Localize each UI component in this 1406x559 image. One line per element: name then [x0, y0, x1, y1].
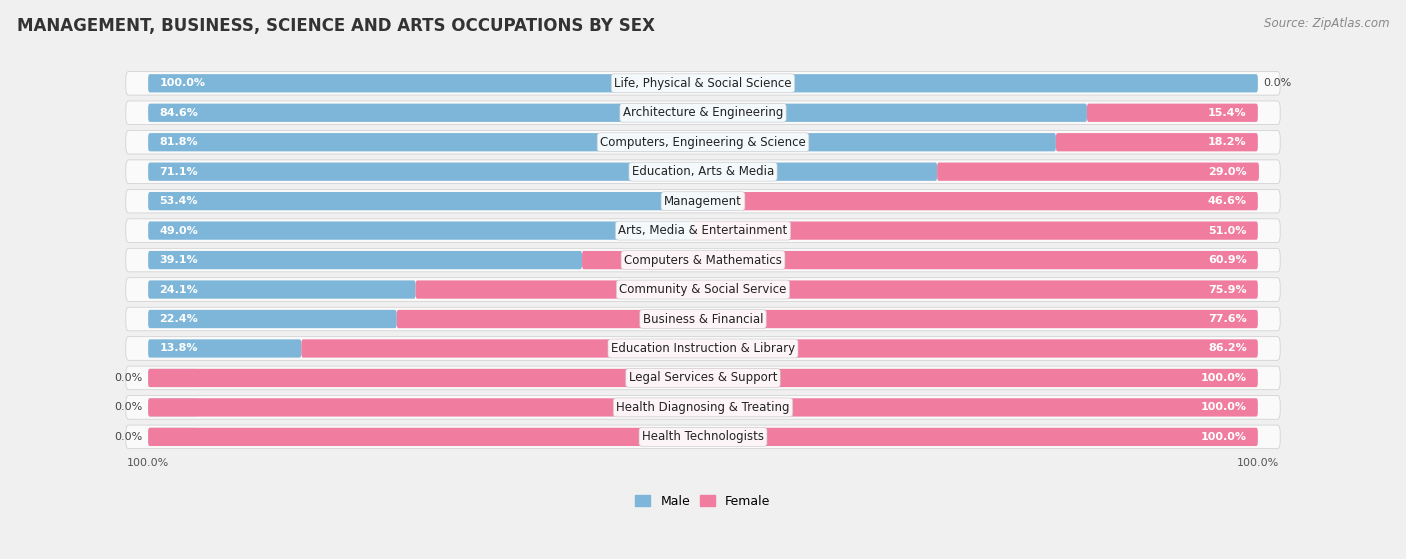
Text: 100.0%: 100.0%: [127, 458, 169, 468]
Text: 18.2%: 18.2%: [1208, 137, 1247, 147]
FancyBboxPatch shape: [127, 425, 1279, 449]
FancyBboxPatch shape: [148, 163, 938, 181]
Text: Business & Financial: Business & Financial: [643, 312, 763, 325]
Text: 77.6%: 77.6%: [1208, 314, 1247, 324]
FancyBboxPatch shape: [127, 396, 1279, 419]
FancyBboxPatch shape: [148, 221, 692, 240]
Text: Arts, Media & Entertainment: Arts, Media & Entertainment: [619, 224, 787, 237]
FancyBboxPatch shape: [148, 74, 1258, 92]
Text: Education, Arts & Media: Education, Arts & Media: [631, 165, 775, 178]
Text: 86.2%: 86.2%: [1208, 343, 1247, 353]
FancyBboxPatch shape: [148, 133, 1056, 151]
Legend: Male, Female: Male, Female: [630, 490, 776, 513]
FancyBboxPatch shape: [148, 428, 198, 446]
FancyBboxPatch shape: [301, 339, 1258, 358]
Text: Management: Management: [664, 195, 742, 207]
FancyBboxPatch shape: [148, 103, 1087, 122]
FancyBboxPatch shape: [148, 369, 1258, 387]
FancyBboxPatch shape: [416, 281, 1258, 299]
Text: 60.9%: 60.9%: [1208, 255, 1247, 265]
FancyBboxPatch shape: [148, 398, 198, 416]
FancyBboxPatch shape: [741, 192, 1258, 210]
FancyBboxPatch shape: [127, 307, 1279, 331]
FancyBboxPatch shape: [127, 160, 1279, 183]
Text: 75.9%: 75.9%: [1208, 285, 1247, 295]
FancyBboxPatch shape: [396, 310, 1258, 328]
Text: 53.4%: 53.4%: [159, 196, 198, 206]
Text: 100.0%: 100.0%: [159, 78, 205, 88]
Text: Community & Social Service: Community & Social Service: [619, 283, 787, 296]
FancyBboxPatch shape: [127, 248, 1279, 272]
FancyBboxPatch shape: [938, 163, 1258, 181]
Text: Education Instruction & Library: Education Instruction & Library: [612, 342, 794, 355]
Text: 15.4%: 15.4%: [1208, 108, 1247, 118]
Text: Health Technologists: Health Technologists: [643, 430, 763, 443]
Text: 46.6%: 46.6%: [1208, 196, 1247, 206]
FancyBboxPatch shape: [127, 337, 1279, 360]
FancyBboxPatch shape: [148, 251, 582, 269]
Text: 0.0%: 0.0%: [114, 402, 142, 413]
FancyBboxPatch shape: [127, 278, 1279, 301]
FancyBboxPatch shape: [692, 221, 1258, 240]
Text: 0.0%: 0.0%: [114, 373, 142, 383]
Text: 100.0%: 100.0%: [1237, 458, 1279, 468]
Text: Computers, Engineering & Science: Computers, Engineering & Science: [600, 136, 806, 149]
FancyBboxPatch shape: [1087, 103, 1258, 122]
Text: Legal Services & Support: Legal Services & Support: [628, 371, 778, 385]
FancyBboxPatch shape: [148, 192, 741, 210]
FancyBboxPatch shape: [148, 398, 1258, 416]
Text: 84.6%: 84.6%: [159, 108, 198, 118]
Text: 100.0%: 100.0%: [1201, 373, 1247, 383]
FancyBboxPatch shape: [127, 101, 1279, 125]
Text: 39.1%: 39.1%: [159, 255, 198, 265]
Text: Health Diagnosing & Treating: Health Diagnosing & Treating: [616, 401, 790, 414]
Text: 49.0%: 49.0%: [159, 226, 198, 236]
Text: Life, Physical & Social Science: Life, Physical & Social Science: [614, 77, 792, 90]
Text: 100.0%: 100.0%: [1201, 432, 1247, 442]
FancyBboxPatch shape: [148, 369, 198, 387]
FancyBboxPatch shape: [127, 366, 1279, 390]
Text: 0.0%: 0.0%: [1264, 78, 1292, 88]
FancyBboxPatch shape: [127, 219, 1279, 243]
FancyBboxPatch shape: [148, 428, 1258, 446]
Text: 13.8%: 13.8%: [159, 343, 198, 353]
FancyBboxPatch shape: [1056, 133, 1258, 151]
Text: 81.8%: 81.8%: [159, 137, 198, 147]
Text: MANAGEMENT, BUSINESS, SCIENCE AND ARTS OCCUPATIONS BY SEX: MANAGEMENT, BUSINESS, SCIENCE AND ARTS O…: [17, 17, 655, 35]
FancyBboxPatch shape: [148, 281, 416, 299]
Text: 51.0%: 51.0%: [1208, 226, 1247, 236]
FancyBboxPatch shape: [148, 339, 301, 358]
FancyBboxPatch shape: [148, 310, 396, 328]
Text: Computers & Mathematics: Computers & Mathematics: [624, 254, 782, 267]
FancyBboxPatch shape: [127, 72, 1279, 95]
FancyBboxPatch shape: [127, 130, 1279, 154]
Text: 0.0%: 0.0%: [114, 432, 142, 442]
Text: Architecture & Engineering: Architecture & Engineering: [623, 106, 783, 119]
FancyBboxPatch shape: [582, 251, 1258, 269]
Text: 100.0%: 100.0%: [1201, 402, 1247, 413]
Text: 24.1%: 24.1%: [159, 285, 198, 295]
Text: 22.4%: 22.4%: [159, 314, 198, 324]
FancyBboxPatch shape: [127, 190, 1279, 213]
Text: 29.0%: 29.0%: [1208, 167, 1247, 177]
Text: Source: ZipAtlas.com: Source: ZipAtlas.com: [1264, 17, 1389, 30]
Text: 71.1%: 71.1%: [159, 167, 198, 177]
